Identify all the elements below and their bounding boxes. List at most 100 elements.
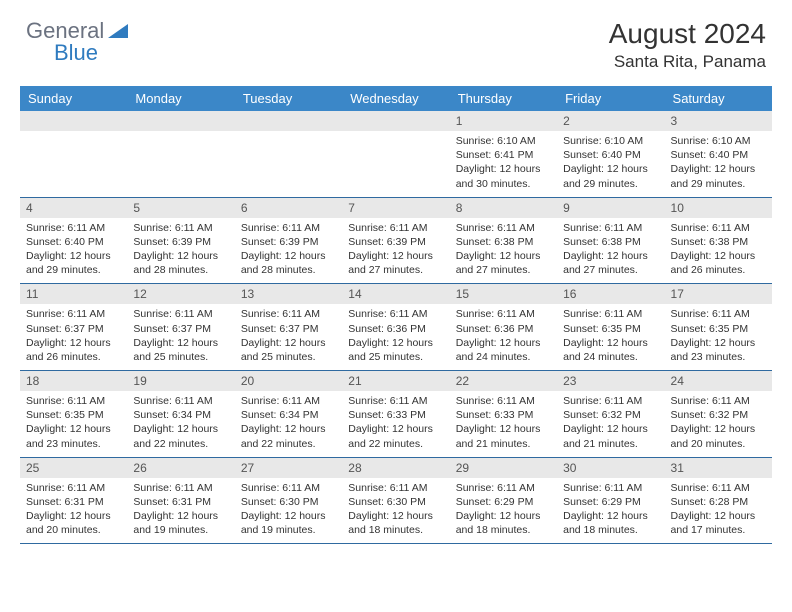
weekday-header: Wednesday <box>342 86 449 111</box>
day-cell-content: Sunrise: 6:11 AMSunset: 6:31 PMDaylight:… <box>20 478 127 544</box>
day-cell-content: Sunrise: 6:11 AMSunset: 6:33 PMDaylight:… <box>450 391 557 457</box>
day-cell: Sunrise: 6:11 AMSunset: 6:33 PMDaylight:… <box>342 391 449 457</box>
weekday-header: Tuesday <box>235 86 342 111</box>
day-cell-content: Sunrise: 6:10 AMSunset: 6:40 PMDaylight:… <box>557 131 664 197</box>
day-cell <box>20 131 127 197</box>
day-number-cell: 5 <box>127 197 234 218</box>
calendar-table: SundayMondayTuesdayWednesdayThursdayFrid… <box>20 86 772 544</box>
day-cell: Sunrise: 6:10 AMSunset: 6:41 PMDaylight:… <box>450 131 557 197</box>
day-number-cell: 26 <box>127 457 234 478</box>
day-cell-content: Sunrise: 6:11 AMSunset: 6:38 PMDaylight:… <box>557 218 664 284</box>
header: General Blue August 2024 Santa Rita, Pan… <box>0 0 792 80</box>
weekday-header: Thursday <box>450 86 557 111</box>
day-number-cell: 4 <box>20 197 127 218</box>
day-cell: Sunrise: 6:11 AMSunset: 6:32 PMDaylight:… <box>557 391 664 457</box>
day-number-cell: 8 <box>450 197 557 218</box>
day-cell-content: Sunrise: 6:11 AMSunset: 6:36 PMDaylight:… <box>450 304 557 370</box>
day-cell: Sunrise: 6:11 AMSunset: 6:35 PMDaylight:… <box>557 304 664 370</box>
day-number-row: 11121314151617 <box>20 284 772 305</box>
day-content-row: Sunrise: 6:11 AMSunset: 6:37 PMDaylight:… <box>20 304 772 370</box>
day-number-cell: 14 <box>342 284 449 305</box>
day-number-cell: 13 <box>235 284 342 305</box>
day-cell: Sunrise: 6:11 AMSunset: 6:39 PMDaylight:… <box>127 218 234 284</box>
day-cell-content: Sunrise: 6:11 AMSunset: 6:30 PMDaylight:… <box>342 478 449 544</box>
day-number-cell: 3 <box>665 111 772 131</box>
day-cell-content: Sunrise: 6:11 AMSunset: 6:35 PMDaylight:… <box>665 304 772 370</box>
day-cell: Sunrise: 6:11 AMSunset: 6:36 PMDaylight:… <box>450 304 557 370</box>
day-number-cell: 18 <box>20 371 127 392</box>
day-cell-content: Sunrise: 6:11 AMSunset: 6:39 PMDaylight:… <box>342 218 449 284</box>
day-cell: Sunrise: 6:10 AMSunset: 6:40 PMDaylight:… <box>665 131 772 197</box>
day-cell: Sunrise: 6:11 AMSunset: 6:37 PMDaylight:… <box>127 304 234 370</box>
day-cell-content: Sunrise: 6:11 AMSunset: 6:30 PMDaylight:… <box>235 478 342 544</box>
day-number-cell: 17 <box>665 284 772 305</box>
day-cell-content: Sunrise: 6:11 AMSunset: 6:28 PMDaylight:… <box>665 478 772 544</box>
day-number-cell: 31 <box>665 457 772 478</box>
weekday-header: Monday <box>127 86 234 111</box>
day-cell-content: Sunrise: 6:11 AMSunset: 6:37 PMDaylight:… <box>235 304 342 370</box>
day-cell-content: Sunrise: 6:11 AMSunset: 6:29 PMDaylight:… <box>557 478 664 544</box>
day-number-row: 18192021222324 <box>20 371 772 392</box>
day-cell: Sunrise: 6:11 AMSunset: 6:38 PMDaylight:… <box>665 218 772 284</box>
day-number-cell: 2 <box>557 111 664 131</box>
logo-triangle-icon <box>108 22 128 43</box>
day-cell: Sunrise: 6:11 AMSunset: 6:34 PMDaylight:… <box>235 391 342 457</box>
day-number-cell: 28 <box>342 457 449 478</box>
day-number-cell: 10 <box>665 197 772 218</box>
day-number-cell <box>235 111 342 131</box>
day-cell: Sunrise: 6:11 AMSunset: 6:28 PMDaylight:… <box>665 478 772 544</box>
day-number-cell: 6 <box>235 197 342 218</box>
day-content-row: Sunrise: 6:11 AMSunset: 6:35 PMDaylight:… <box>20 391 772 457</box>
day-cell-content: Sunrise: 6:11 AMSunset: 6:39 PMDaylight:… <box>127 218 234 284</box>
day-number-cell: 11 <box>20 284 127 305</box>
day-content-row: Sunrise: 6:11 AMSunset: 6:40 PMDaylight:… <box>20 218 772 284</box>
day-number-cell: 19 <box>127 371 234 392</box>
day-number-cell: 7 <box>342 197 449 218</box>
day-number-cell <box>20 111 127 131</box>
day-number-cell: 22 <box>450 371 557 392</box>
day-cell-content: Sunrise: 6:11 AMSunset: 6:36 PMDaylight:… <box>342 304 449 370</box>
day-cell-content: Sunrise: 6:11 AMSunset: 6:32 PMDaylight:… <box>665 391 772 457</box>
day-number-row: 123 <box>20 111 772 131</box>
day-number-cell: 21 <box>342 371 449 392</box>
day-cell: Sunrise: 6:11 AMSunset: 6:37 PMDaylight:… <box>235 304 342 370</box>
day-number-cell <box>127 111 234 131</box>
day-number-cell: 30 <box>557 457 664 478</box>
day-cell-content: Sunrise: 6:11 AMSunset: 6:34 PMDaylight:… <box>127 391 234 457</box>
day-cell-content: Sunrise: 6:11 AMSunset: 6:32 PMDaylight:… <box>557 391 664 457</box>
day-cell: Sunrise: 6:11 AMSunset: 6:33 PMDaylight:… <box>450 391 557 457</box>
day-cell: Sunrise: 6:11 AMSunset: 6:38 PMDaylight:… <box>450 218 557 284</box>
weekday-header: Sunday <box>20 86 127 111</box>
weekday-header: Saturday <box>665 86 772 111</box>
title-block: August 2024 Santa Rita, Panama <box>609 18 766 72</box>
day-cell-content: Sunrise: 6:10 AMSunset: 6:41 PMDaylight:… <box>450 131 557 197</box>
day-cell: Sunrise: 6:11 AMSunset: 6:36 PMDaylight:… <box>342 304 449 370</box>
day-cell: Sunrise: 6:11 AMSunset: 6:37 PMDaylight:… <box>20 304 127 370</box>
day-cell: Sunrise: 6:11 AMSunset: 6:29 PMDaylight:… <box>557 478 664 544</box>
day-number-cell: 24 <box>665 371 772 392</box>
day-cell: Sunrise: 6:11 AMSunset: 6:39 PMDaylight:… <box>342 218 449 284</box>
day-number-cell: 23 <box>557 371 664 392</box>
day-cell <box>235 131 342 197</box>
day-cell <box>127 131 234 197</box>
day-cell-content: Sunrise: 6:11 AMSunset: 6:40 PMDaylight:… <box>20 218 127 284</box>
day-cell: Sunrise: 6:11 AMSunset: 6:35 PMDaylight:… <box>665 304 772 370</box>
day-number-cell: 15 <box>450 284 557 305</box>
logo: General Blue <box>26 18 130 44</box>
day-number-cell <box>342 111 449 131</box>
day-cell: Sunrise: 6:11 AMSunset: 6:38 PMDaylight:… <box>557 218 664 284</box>
day-cell: Sunrise: 6:11 AMSunset: 6:30 PMDaylight:… <box>342 478 449 544</box>
day-number-cell: 27 <box>235 457 342 478</box>
day-number-cell: 16 <box>557 284 664 305</box>
day-cell-content: Sunrise: 6:11 AMSunset: 6:39 PMDaylight:… <box>235 218 342 284</box>
day-cell: Sunrise: 6:11 AMSunset: 6:32 PMDaylight:… <box>665 391 772 457</box>
day-cell-content: Sunrise: 6:11 AMSunset: 6:37 PMDaylight:… <box>20 304 127 370</box>
day-content-row: Sunrise: 6:10 AMSunset: 6:41 PMDaylight:… <box>20 131 772 197</box>
day-cell-content: Sunrise: 6:11 AMSunset: 6:33 PMDaylight:… <box>342 391 449 457</box>
day-cell: Sunrise: 6:11 AMSunset: 6:31 PMDaylight:… <box>127 478 234 544</box>
day-number-cell: 9 <box>557 197 664 218</box>
page-title: August 2024 <box>609 18 766 50</box>
day-cell: Sunrise: 6:11 AMSunset: 6:35 PMDaylight:… <box>20 391 127 457</box>
day-number-row: 45678910 <box>20 197 772 218</box>
day-cell: Sunrise: 6:10 AMSunset: 6:40 PMDaylight:… <box>557 131 664 197</box>
